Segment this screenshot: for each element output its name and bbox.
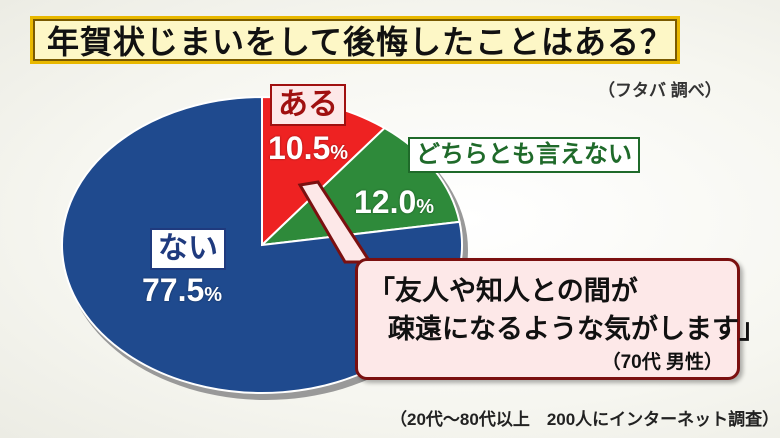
- label-dochira: どちらとも言えない: [408, 137, 640, 173]
- unit: %: [330, 142, 349, 164]
- value-dochira: 12.0%: [354, 184, 434, 221]
- quote-bubble: 「友人や知人との間が 疎遠になるような気がします」 （70代 男性）: [355, 258, 766, 380]
- value-dochira-number: 12.0: [354, 184, 417, 220]
- survey-note: （20代～80代以上 200人にインターネット調査）: [390, 410, 780, 429]
- value-nai: 77.5%: [142, 272, 222, 309]
- chart-title: 年賀状じまいをして後悔したことはある？: [30, 16, 680, 64]
- value-aru-number: 10.5: [268, 130, 331, 166]
- quote-speaker: （70代 男性）: [601, 352, 723, 373]
- unit: %: [204, 284, 223, 306]
- unit: %: [416, 196, 435, 218]
- quote-line-2: 疎遠になるような気がします」: [388, 314, 766, 344]
- quote-line-1: 「友人や知人との間が: [368, 276, 638, 306]
- source-note: （フタバ 調べ）: [598, 81, 722, 100]
- value-aru: 10.5%: [268, 130, 348, 167]
- value-nai-number: 77.5: [142, 272, 205, 308]
- label-aru: ある: [270, 84, 346, 126]
- label-nai: ない: [150, 228, 226, 270]
